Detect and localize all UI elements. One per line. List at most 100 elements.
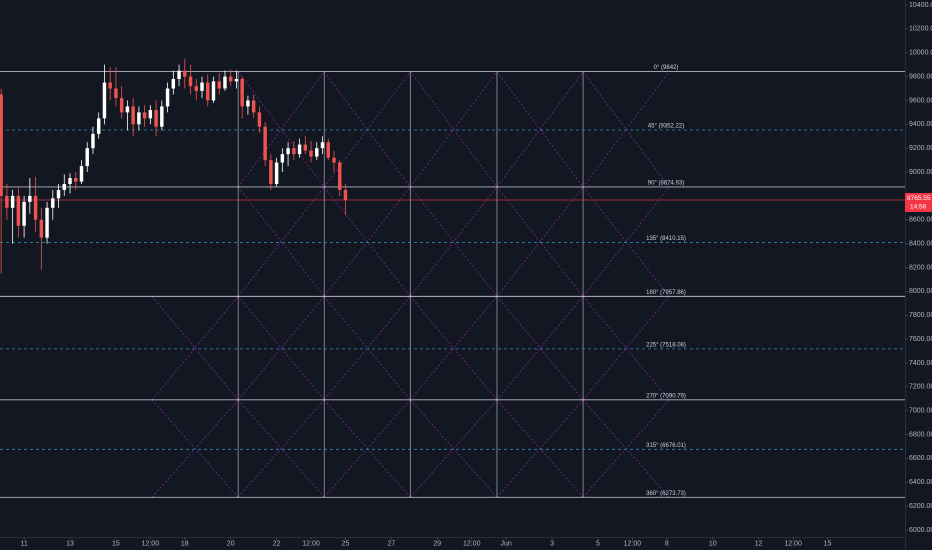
candle-body (108, 82, 112, 89)
y-tick-label: 7600.00 (909, 336, 932, 343)
y-tick-label: 9400.00 (909, 121, 932, 128)
gann-level-label: 45° (9352.22) (648, 124, 684, 130)
gann-diagonal (410, 296, 498, 401)
y-tick-label: 7800.00 (909, 312, 932, 319)
candle-body (240, 78, 244, 107)
candle-body (16, 195, 21, 226)
x-tick-label: Jun (501, 540, 512, 547)
candle-body (338, 162, 342, 190)
y-tick-label: 7000.00 (909, 407, 932, 414)
x-tick-label: 12:00 (142, 540, 160, 547)
gann-diagonal (410, 186, 498, 297)
gann-diagonal (582, 296, 670, 401)
candle-body (131, 106, 135, 125)
x-tick-label: 8 (665, 540, 669, 547)
x-tick-label: 20 (227, 540, 235, 547)
gann-diagonal (323, 296, 411, 401)
x-tick-label: 27 (387, 540, 395, 547)
y-tick-label: 8200.00 (909, 264, 932, 271)
x-tick-label: 15 (824, 540, 832, 547)
candle-body (51, 198, 55, 208)
candle-body (137, 112, 141, 125)
candle-body (74, 178, 78, 182)
y-tick-label: 6200.00 (909, 503, 932, 510)
candle-body (114, 88, 118, 99)
candle-body (171, 78, 176, 89)
x-tick-label: 11 (20, 540, 27, 547)
y-tick-label: 8600.00 (909, 217, 932, 224)
x-tick-label: 12:00 (302, 540, 320, 547)
x-tick-label: 5 (596, 540, 600, 547)
candle-body (343, 189, 348, 201)
y-tick-label: 6400.00 (909, 479, 932, 486)
candle-body (309, 150, 313, 157)
x-tick-label: 12:00 (463, 540, 481, 547)
price-tag-label: 8765.55 (907, 195, 931, 202)
gann-level-label: 315° (6676.01) (646, 443, 686, 449)
gann-level-label: 180° (7957.86) (646, 290, 686, 296)
candle-body (91, 133, 95, 149)
x-tick-label: 25 (342, 540, 350, 547)
y-tick-label: 6000.00 (909, 527, 932, 534)
candle-body (0, 94, 3, 196)
candle-body (177, 70, 181, 79)
candle-body (10, 195, 15, 208)
y-tick-label: 10200.00 (909, 26, 932, 33)
gann-diagonal (496, 296, 584, 401)
gann-level-label: 0° (9842) (654, 65, 679, 71)
candle-body (228, 76, 233, 82)
candle-body (119, 98, 124, 113)
candle-body (234, 78, 239, 82)
gann-diagonal (582, 296, 670, 401)
x-tick-label: 3 (550, 540, 554, 547)
candle-body (56, 189, 61, 199)
y-tick-label: 9600.00 (909, 97, 932, 104)
gann-diagonal (410, 296, 498, 401)
x-tick-label: 29 (433, 540, 441, 547)
gann-level-label: 270° (7090.79) (646, 393, 686, 399)
candle-body (188, 76, 193, 87)
candle-body (286, 148, 290, 155)
gann-level-label: 360° (6273.73) (646, 491, 686, 497)
candle-body (33, 195, 38, 220)
candle-body (303, 144, 308, 151)
candle-body (85, 148, 89, 167)
y-tick-label: 8000.00 (909, 288, 932, 295)
candle-body (269, 160, 273, 184)
candle-body (160, 106, 164, 127)
gann-diagonal (237, 296, 325, 401)
candle-body (125, 106, 130, 113)
candle-body (183, 70, 187, 77)
gann-diagonal (151, 399, 239, 498)
candle-body (39, 219, 44, 238)
candle-body (96, 118, 101, 134)
gann-diagonal (237, 296, 325, 401)
candle-body (257, 112, 262, 127)
candle-body (292, 148, 296, 155)
y-tick-label: 6600.00 (909, 455, 932, 462)
candle-body (332, 157, 336, 163)
gann-diagonal (410, 71, 498, 188)
candle-body (206, 82, 210, 101)
candle-body (211, 81, 216, 101)
candle-body (274, 162, 279, 184)
candle-body (280, 154, 285, 163)
candle-body (68, 178, 72, 184)
gann-diagonal (323, 186, 411, 297)
candle-body (223, 76, 227, 89)
x-tick-label: 10 (709, 540, 717, 547)
candle-body (326, 142, 330, 158)
gann-diagonal (496, 399, 584, 498)
x-tick-label: 12:00 (624, 540, 642, 547)
candle-body (79, 166, 84, 182)
y-tick-label: 7400.00 (909, 360, 932, 367)
y-tick-label: 9000.00 (909, 169, 932, 176)
x-tick-label: 22 (273, 540, 281, 547)
y-tick-label: 9200.00 (909, 145, 932, 152)
gann-diagonal (582, 399, 670, 498)
candle-body (315, 148, 319, 157)
candle-body (297, 144, 302, 155)
